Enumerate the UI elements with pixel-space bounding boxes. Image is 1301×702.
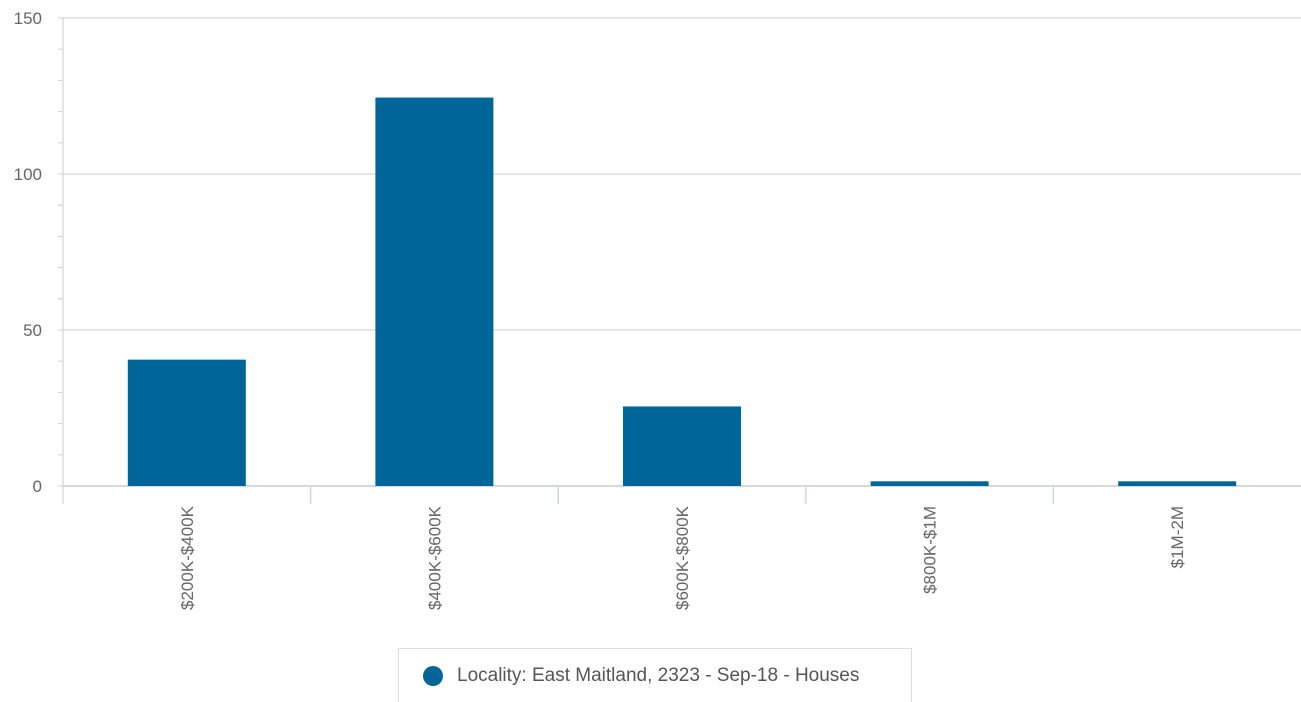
bar[interactable] [127, 359, 246, 486]
legend-label: Locality: East Maitland, 2323 - Sep-18 -… [457, 664, 860, 686]
y-tick-labels: 0 50 100 150 [14, 9, 42, 496]
x-tick-labels: $200K-$400K $400K-$600K $600K-$800K $800K-$… [178, 505, 1187, 610]
y-tick-label: 100 [14, 165, 42, 184]
x-tick-label: $1M-2M [1168, 506, 1187, 568]
x-tick-label: $800K-$1M [921, 506, 940, 594]
legend-marker [423, 665, 443, 686]
legend[interactable]: Locality: East Maitland, 2323 - Sep-18 -… [398, 648, 912, 702]
bar[interactable] [870, 481, 989, 486]
x-tick-label: $200K-$400K [178, 505, 197, 610]
x-tick-label: $600K-$800K [673, 505, 692, 610]
grid-lines [63, 17, 1301, 331]
y-tick-label: 50 [23, 321, 42, 340]
bar[interactable] [375, 97, 494, 486]
bar[interactable] [623, 406, 741, 486]
bars [127, 97, 1237, 486]
bar[interactable] [1118, 481, 1237, 486]
y-tick-label: 0 [33, 477, 42, 496]
y-tick-label: 150 [14, 9, 42, 28]
x-tick-label: $400K-$600K [425, 505, 444, 610]
